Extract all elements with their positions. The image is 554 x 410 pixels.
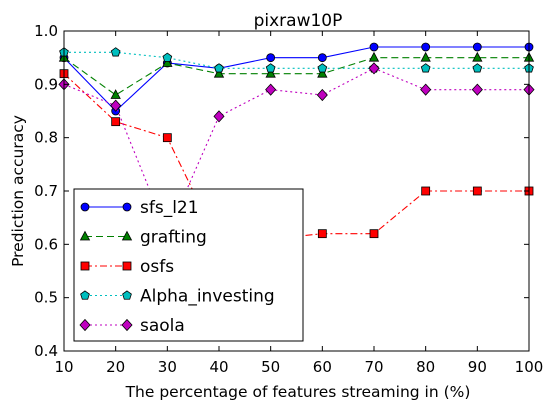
legend-marker	[122, 261, 132, 271]
data-point	[316, 88, 328, 102]
y-tick-label: 0.9	[34, 75, 58, 93]
legend-marker	[79, 230, 91, 241]
legend-marker	[122, 290, 132, 300]
legend-item: grafting	[79, 228, 207, 248]
data-point	[421, 186, 431, 196]
legend-marker	[80, 290, 90, 300]
x-tick-label: 10	[54, 358, 73, 376]
legend-label: saola	[140, 316, 185, 336]
data-point	[421, 42, 431, 52]
data-point	[369, 42, 379, 52]
axis-ticks: 10 20 30 40 50 60 70 80 90 100 0.4 0.5 0.6 0.7 0.8 0.9 1…	[34, 22, 543, 376]
chart-title: pixraw10P	[254, 11, 343, 31]
legend-label: Alpha_investing	[140, 287, 275, 307]
series-line	[64, 51, 529, 69]
data-point	[213, 67, 225, 78]
data-point	[472, 42, 482, 52]
y-tick-label: 0.6	[34, 235, 58, 253]
legend-marker	[121, 230, 133, 241]
series-line	[63, 57, 529, 96]
y-tick-label: 0.5	[34, 289, 58, 307]
data-point	[265, 67, 276, 78]
data-point	[472, 186, 482, 196]
x-tick-label: 80	[416, 358, 435, 376]
data-point	[265, 83, 277, 96]
data-point	[420, 63, 431, 73]
data-point	[368, 62, 380, 75]
data-point	[111, 117, 121, 127]
data-point	[369, 229, 379, 239]
legend-marker	[79, 318, 91, 332]
x-tick-label: 70	[364, 358, 383, 376]
data-point	[162, 133, 172, 143]
x-tick-label: 100	[515, 358, 544, 376]
series-alpha-investing	[59, 47, 534, 73]
data-point	[420, 83, 432, 96]
data-point	[162, 57, 173, 67]
legend-marker	[121, 318, 133, 332]
data-point	[368, 51, 380, 62]
x-axis-label: The percentage of features streaming in …	[125, 383, 471, 401]
y-tick-label: 0.8	[34, 129, 58, 147]
data-point	[110, 47, 121, 57]
legend-box	[73, 188, 304, 342]
legend-item: Alpha_investing	[80, 287, 275, 307]
data-point	[317, 229, 327, 239]
legend-label: grafting	[140, 228, 207, 248]
data-point	[317, 67, 328, 78]
data-point	[317, 63, 328, 73]
x-tick-label: 60	[313, 358, 332, 376]
data-point	[110, 99, 122, 112]
legend-marker	[80, 202, 90, 212]
legend-label: sfs_l21	[140, 198, 199, 218]
data-point	[162, 52, 173, 62]
series-grafting	[58, 51, 535, 99]
series-line	[63, 67, 529, 236]
series-line	[63, 46, 529, 112]
legend-marker	[80, 261, 90, 271]
data-point	[317, 53, 327, 63]
legend-item: sfs_l21	[80, 198, 199, 218]
data-point	[471, 83, 483, 96]
data-point	[213, 110, 225, 123]
x-tick-label: 20	[106, 358, 125, 376]
data-point	[110, 89, 121, 99]
y-tick-label: 1.0	[34, 22, 58, 40]
legend-label: osfs	[140, 257, 174, 277]
y-tick-label: 0.4	[34, 342, 58, 360]
y-tick-label: 0.7	[34, 182, 58, 200]
x-tick-label: 50	[261, 358, 280, 376]
data-point	[472, 63, 483, 73]
x-tick-label: 30	[158, 358, 177, 376]
legend-item: osfs	[80, 257, 174, 277]
data-point	[420, 51, 431, 62]
legend-item: saola	[79, 316, 185, 336]
x-tick-label: 90	[468, 358, 487, 376]
legend-marker	[122, 202, 132, 212]
data-point	[472, 51, 483, 62]
data-point	[266, 53, 276, 63]
series-sfs-l21	[59, 42, 534, 116]
data-point	[265, 63, 276, 73]
x-tick-label: 40	[209, 358, 228, 376]
y-axis-label: Prediction accuracy	[9, 115, 27, 267]
data-point	[214, 63, 224, 73]
